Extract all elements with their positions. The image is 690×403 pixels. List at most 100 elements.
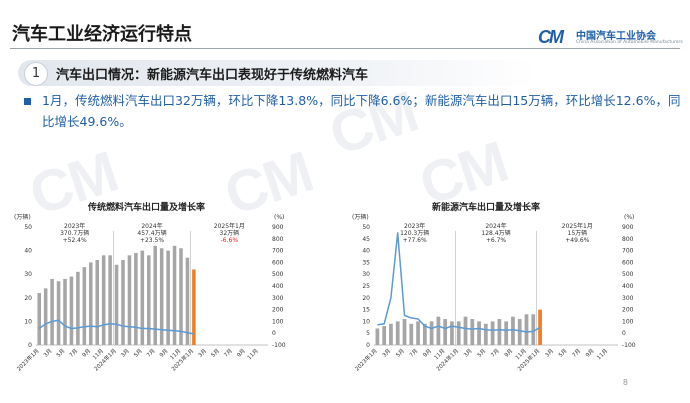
annotation-line: 2024年 [485, 222, 506, 230]
y2-tick-label: 500 [622, 271, 634, 278]
annotation-line: 15万辆 [568, 229, 588, 237]
bar [429, 321, 434, 345]
y-tick-label: 5 [366, 330, 370, 337]
bar [470, 319, 475, 345]
bar [524, 314, 529, 345]
logo: CM 中国汽车工业协会 China Association of Automob… [538, 25, 683, 51]
x-tick-label: 5月 [557, 347, 568, 358]
y2-tick-label: 900 [272, 224, 284, 231]
chart-nev-exports: (万辆) (%) 0 5 10 15 20 25 30 35 40 45 50 -100 0 100 200 30… [352, 213, 636, 373]
annotation-line: 2023年 [404, 222, 425, 230]
y-tick-label: 30 [24, 271, 32, 278]
x-tick-label: 2023年1月 [353, 347, 379, 373]
annotation-line: -6.6% [221, 237, 239, 244]
y2-tick-label: -100 [272, 342, 286, 349]
x-tick-label: 7月 [571, 347, 582, 358]
bar [121, 260, 125, 345]
x-tick-label: 9月 [158, 347, 169, 358]
bar [63, 278, 67, 345]
bar [483, 323, 488, 345]
bar [37, 293, 41, 345]
x-tick-label: 3月 [197, 347, 208, 358]
y2-tick-label: 800 [622, 236, 634, 243]
left-axis-unit: (万辆) [14, 213, 31, 221]
bar [409, 323, 414, 345]
bar [82, 267, 87, 345]
annotation-line: +52.4% [63, 237, 87, 244]
bar [172, 245, 177, 345]
bar [185, 257, 190, 345]
y-tick-label: 15 [362, 307, 370, 314]
bar [127, 255, 132, 345]
y-tick-label: 45 [362, 236, 370, 243]
y2-tick-label: 700 [272, 248, 284, 255]
x-tick-label: 9月 [422, 347, 433, 358]
chart-title-ice: 传统燃料汽车出口量及增长率 [88, 203, 206, 213]
y2-tick-label: 500 [272, 271, 284, 278]
y-tick-label: 10 [362, 318, 370, 325]
y2-tick-label: 600 [622, 259, 634, 266]
bar [402, 319, 407, 345]
chart-title-nev: 新能源汽车出口量及增长率 [432, 203, 541, 213]
y-tick-label: 0 [28, 342, 32, 349]
bar [134, 252, 138, 345]
x-tick-label: 3月 [544, 347, 555, 358]
y2-tick-label: 300 [272, 295, 284, 302]
bar [56, 281, 61, 345]
y2-tick-label: 200 [272, 307, 284, 314]
y2-tick-label: 100 [272, 318, 284, 325]
annotation-line: 457.4万辆 [137, 229, 166, 237]
x-tick-label: 5月 [395, 347, 406, 358]
bar [389, 323, 393, 345]
x-tick-label: 7月 [145, 347, 156, 358]
bar [517, 319, 522, 345]
x-tick-label: 3月 [120, 347, 131, 358]
bar [463, 316, 468, 345]
bar [497, 319, 502, 345]
bar [159, 248, 164, 345]
annotation-line: 2024年 [141, 222, 162, 230]
bar [153, 245, 157, 345]
x-tick-label: 5月 [476, 347, 487, 358]
annotation-line: 2025年1月 [562, 222, 593, 230]
x-tick-label: 11月 [595, 347, 609, 361]
logo-mark: CM [538, 27, 564, 47]
y-tick-label: 0 [366, 342, 370, 349]
bar [140, 250, 145, 345]
right-axis-unit: (%) [274, 214, 284, 221]
section-heading: 1 汽车出口情况：新能源汽车出口表现好于传统燃料汽车 [18, 60, 538, 86]
annotation-line: +49.6% [565, 237, 589, 244]
x-tick-label: 9月 [236, 347, 247, 358]
annotation-line: +23.5% [140, 237, 164, 244]
bar [147, 255, 151, 345]
logo-name-cn: 中国汽车工业协会 [576, 31, 656, 42]
right-axis-unit: (%) [624, 214, 634, 221]
section-number: 1 [24, 62, 48, 86]
bar [114, 264, 119, 345]
bar [101, 255, 106, 345]
page-number: 8 [622, 378, 628, 387]
y-tick-label: 20 [362, 295, 370, 302]
bar [450, 321, 454, 345]
y-tick-label: 40 [362, 248, 370, 255]
y2-tick-label: 0 [622, 330, 626, 337]
y2-tick-label: 400 [272, 283, 284, 290]
y2-tick-label: 700 [622, 248, 634, 255]
y2-tick-label: 0 [272, 330, 276, 337]
x-tick-label: 3月 [42, 347, 53, 358]
y-tick-label: 35 [362, 259, 370, 266]
x-tick-label: 9月 [81, 347, 92, 358]
y-tick-label: 40 [24, 248, 32, 255]
bar [179, 248, 183, 345]
bar [436, 316, 441, 345]
y-tick-label: 50 [362, 224, 370, 231]
bar [69, 276, 74, 345]
bar [382, 326, 387, 345]
y2-tick-label: -100 [622, 342, 636, 349]
y-tick-label: 30 [362, 271, 370, 278]
title-divider [10, 48, 680, 49]
bar [375, 328, 380, 345]
left-axis-unit: (万辆) [352, 213, 369, 221]
annotation-line: 2025年1月 [214, 222, 245, 230]
growth-rate-line [377, 232, 541, 333]
